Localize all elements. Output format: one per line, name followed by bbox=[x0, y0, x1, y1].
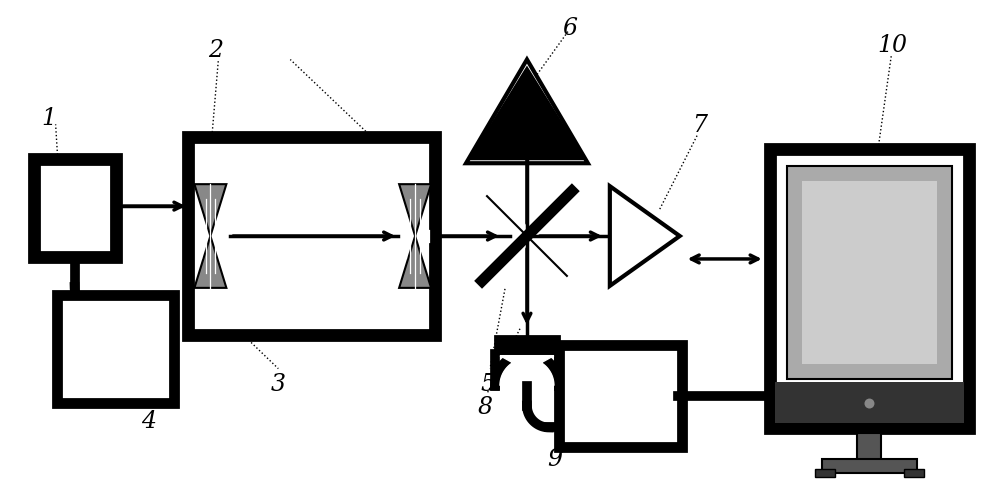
Polygon shape bbox=[400, 185, 431, 237]
Text: 6: 6 bbox=[563, 17, 578, 40]
Bar bbox=[858, 434, 882, 461]
Polygon shape bbox=[195, 237, 227, 288]
Bar bbox=[774, 382, 964, 424]
Text: 2: 2 bbox=[208, 39, 223, 62]
Text: 4: 4 bbox=[141, 409, 156, 432]
Bar bbox=[822, 459, 917, 473]
Text: 5: 5 bbox=[480, 372, 496, 395]
Polygon shape bbox=[610, 187, 680, 286]
Polygon shape bbox=[195, 185, 227, 237]
Bar bbox=[905, 469, 924, 477]
Polygon shape bbox=[470, 68, 583, 160]
Text: 9: 9 bbox=[548, 447, 563, 470]
Polygon shape bbox=[466, 60, 587, 164]
Bar bbox=[184, 133, 440, 340]
Text: 10: 10 bbox=[878, 34, 908, 57]
Polygon shape bbox=[477, 76, 577, 157]
Bar bbox=[555, 341, 686, 452]
Bar bbox=[53, 291, 179, 407]
Polygon shape bbox=[400, 237, 431, 288]
Bar bbox=[563, 349, 678, 443]
Text: 7: 7 bbox=[692, 114, 707, 136]
Bar bbox=[29, 155, 120, 262]
Bar bbox=[814, 469, 835, 477]
Bar bbox=[801, 182, 937, 364]
Bar bbox=[764, 145, 974, 434]
Bar bbox=[61, 299, 170, 399]
Circle shape bbox=[865, 399, 875, 408]
Bar bbox=[39, 165, 110, 253]
Polygon shape bbox=[500, 356, 554, 386]
Bar bbox=[194, 143, 430, 330]
Bar bbox=[495, 336, 559, 354]
Bar bbox=[786, 167, 952, 379]
Text: 1: 1 bbox=[41, 106, 56, 130]
Text: 8: 8 bbox=[477, 395, 492, 418]
Bar bbox=[774, 155, 964, 423]
Text: 3: 3 bbox=[270, 372, 286, 395]
